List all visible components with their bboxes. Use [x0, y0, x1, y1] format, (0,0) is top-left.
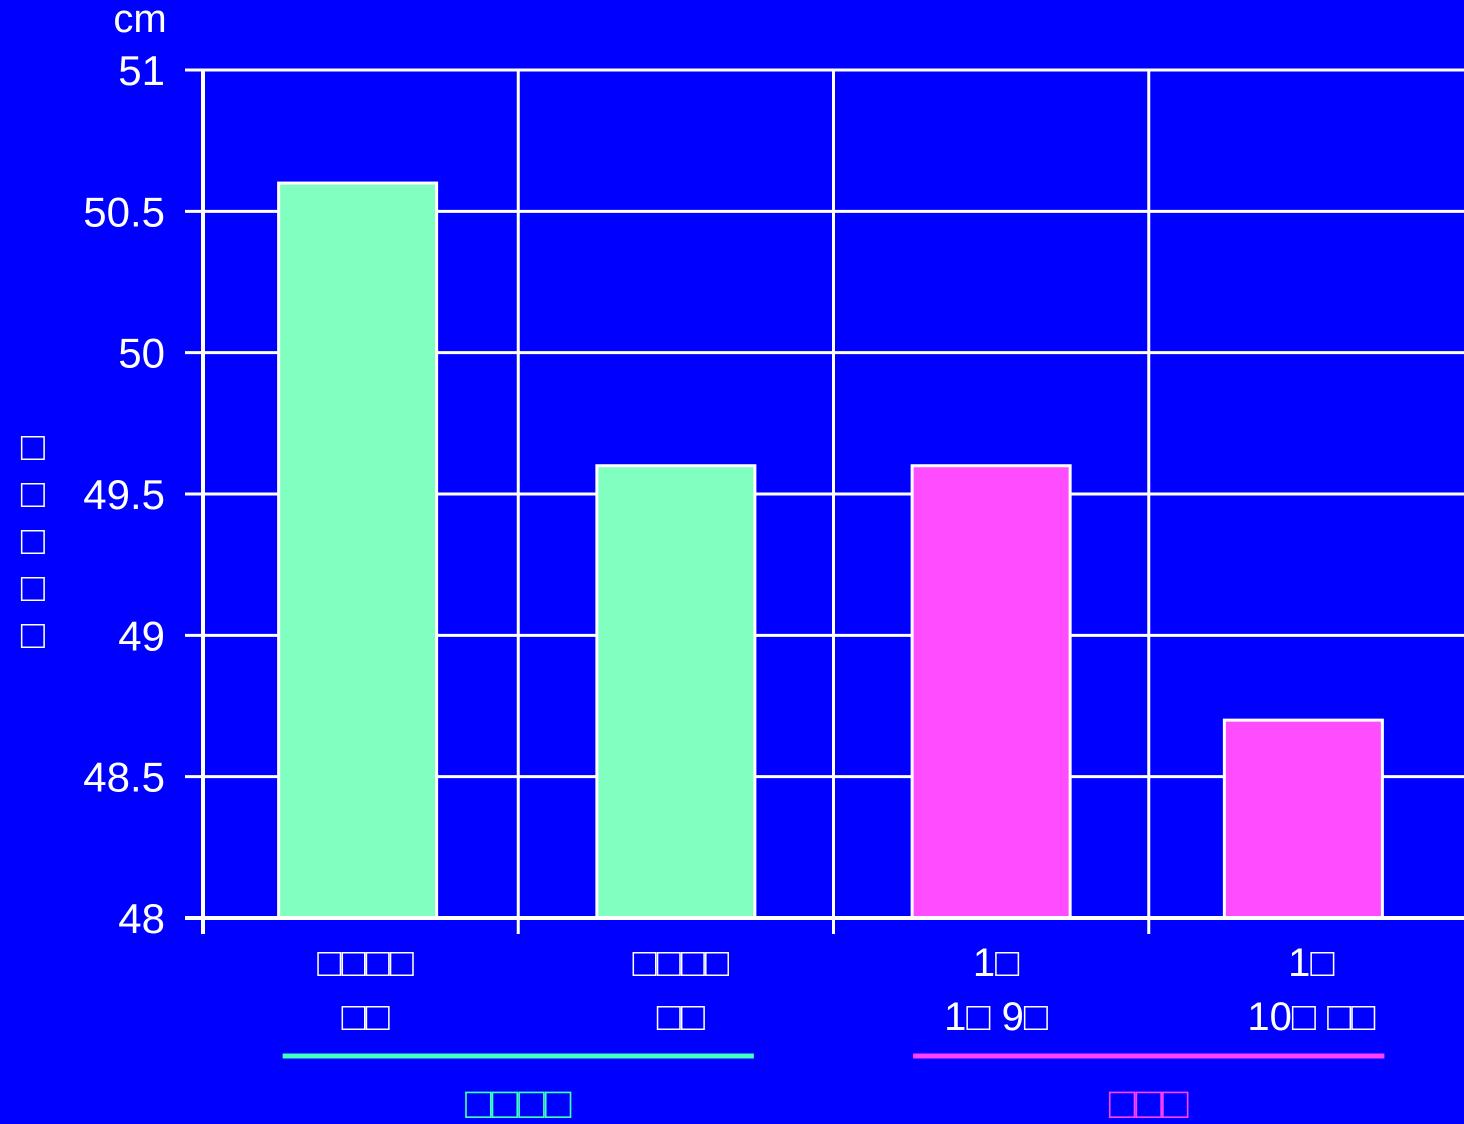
- group-label: □□□: [1109, 1079, 1189, 1124]
- category-groups: □□□□ □□□: [282, 1053, 1385, 1124]
- x-tick-label: □□□□: [317, 941, 414, 985]
- x-tick-label: □□□□: [633, 941, 730, 985]
- y-tick-label: 51: [118, 47, 165, 94]
- x-tick-label: 1□ 9□: [944, 995, 1048, 1039]
- y-axis-label-char: □: [21, 566, 45, 610]
- y-tick-label: 48: [118, 895, 165, 942]
- x-tick-label: 1□: [1288, 941, 1334, 985]
- x-axis-labels: □□□□□□□□□□□□1□1□ 9□1□10□ □□: [317, 941, 1375, 1039]
- y-tick-label: 49: [118, 612, 165, 659]
- y-axis-label: □□□□□: [21, 425, 45, 657]
- y-tick-label: 48.5: [83, 754, 165, 801]
- y-axis-label-char: □: [21, 472, 45, 516]
- x-tick-label: □□: [657, 995, 705, 1039]
- y-tick-label: 50.5: [83, 188, 165, 235]
- x-tick-label: □□: [341, 995, 389, 1039]
- bar: [1222, 718, 1384, 920]
- y-tick-label: 49.5: [83, 471, 165, 518]
- y-axis-label-char: □: [21, 519, 45, 563]
- axis-layer: 48 48.5 49 49.5 50 50.5 51: [83, 47, 1464, 942]
- y-axis-unit: cm: [113, 0, 166, 41]
- x-tick-label: 10□ □□: [1247, 995, 1375, 1039]
- group-label: □□□□: [465, 1079, 572, 1124]
- y-tick-label: 50: [118, 330, 165, 377]
- bar: [910, 464, 1072, 920]
- bar: [277, 181, 439, 920]
- bar: [595, 464, 757, 920]
- x-tick-label: 1□: [973, 941, 1019, 985]
- y-axis-label-char: □: [21, 613, 45, 657]
- bars-layer: [277, 181, 1384, 920]
- y-axis-label-char: □: [21, 425, 45, 469]
